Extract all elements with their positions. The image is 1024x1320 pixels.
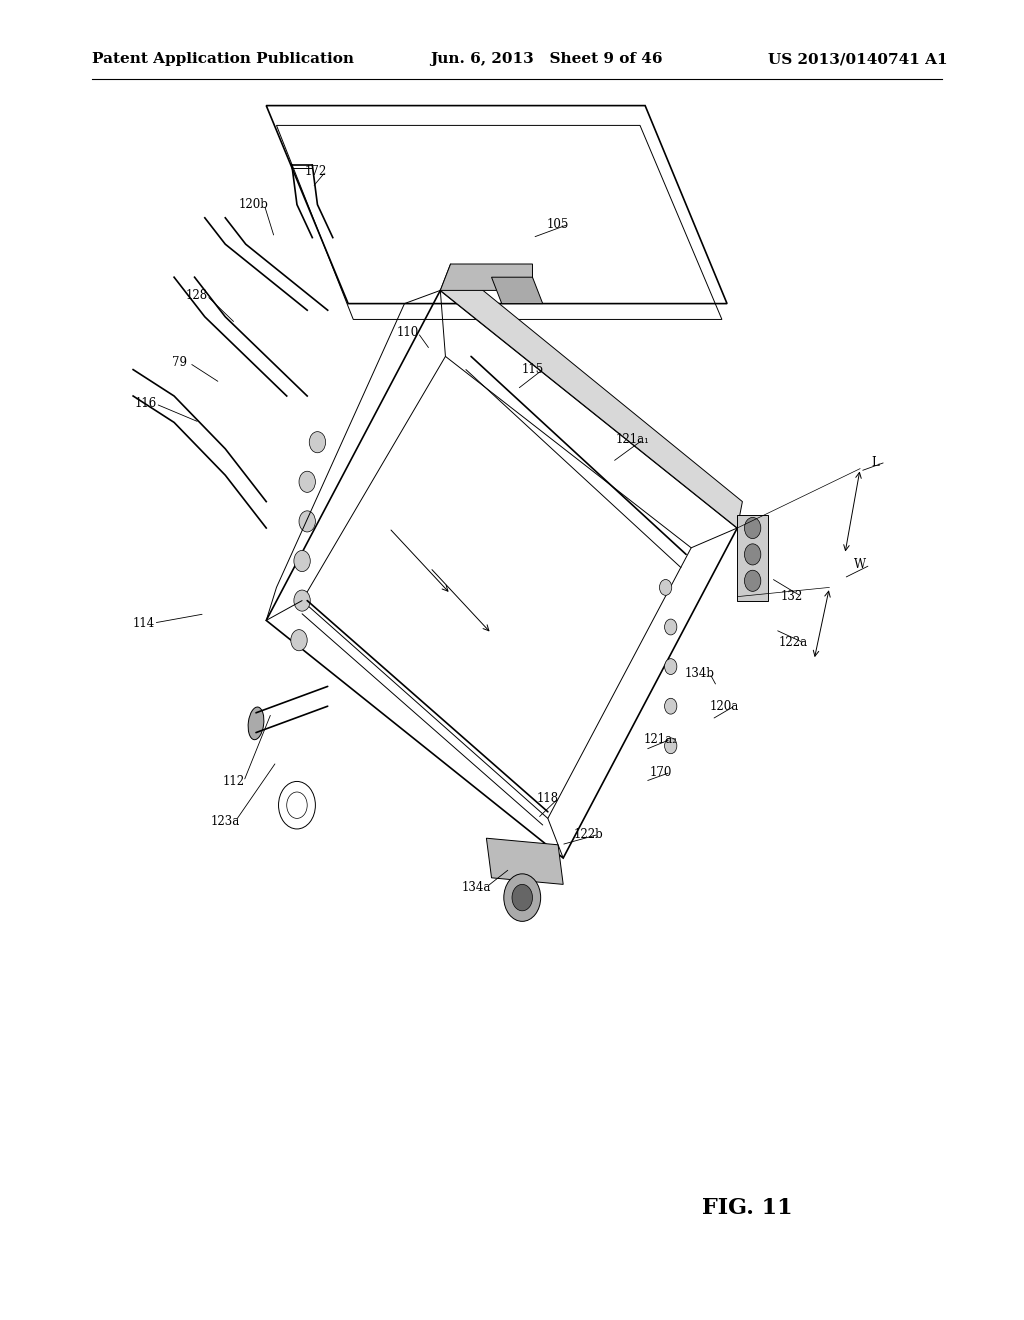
Circle shape [504, 874, 541, 921]
Circle shape [299, 511, 315, 532]
Text: 116: 116 [134, 397, 157, 411]
Circle shape [512, 884, 532, 911]
Text: Patent Application Publication: Patent Application Publication [92, 53, 354, 66]
Text: 79: 79 [172, 356, 186, 370]
Text: 105: 105 [547, 218, 569, 231]
Text: 121a₂: 121a₂ [643, 733, 678, 746]
Text: 128: 128 [185, 289, 208, 302]
Text: 122a: 122a [779, 636, 808, 649]
Circle shape [279, 781, 315, 829]
Circle shape [665, 619, 677, 635]
Text: 134b: 134b [684, 667, 715, 680]
Text: 122b: 122b [573, 828, 604, 841]
Circle shape [291, 630, 307, 651]
Text: W: W [854, 558, 866, 572]
Text: 115: 115 [521, 363, 544, 376]
Text: 172: 172 [304, 165, 327, 178]
Text: 110: 110 [396, 326, 419, 339]
Circle shape [665, 659, 677, 675]
Text: 121a₁: 121a₁ [615, 433, 650, 446]
Circle shape [309, 432, 326, 453]
Text: 132: 132 [780, 590, 803, 603]
Text: 170: 170 [649, 766, 672, 779]
Text: 120b: 120b [239, 198, 269, 211]
Circle shape [294, 590, 310, 611]
Ellipse shape [248, 708, 264, 739]
Text: 118: 118 [537, 792, 559, 805]
Text: 123a: 123a [211, 814, 240, 828]
Circle shape [744, 570, 761, 591]
Text: L: L [871, 455, 880, 469]
Circle shape [744, 517, 761, 539]
Circle shape [665, 738, 677, 754]
Polygon shape [492, 277, 543, 304]
Text: Jun. 6, 2013   Sheet 9 of 46: Jun. 6, 2013 Sheet 9 of 46 [430, 53, 663, 66]
Text: US 2013/0140741 A1: US 2013/0140741 A1 [768, 53, 947, 66]
Polygon shape [440, 264, 532, 290]
Circle shape [294, 550, 310, 572]
Text: 114: 114 [132, 616, 155, 630]
Polygon shape [440, 264, 742, 528]
Text: 120a: 120a [710, 700, 738, 713]
Text: FIG. 11: FIG. 11 [702, 1197, 793, 1218]
Circle shape [659, 579, 672, 595]
Text: 134a: 134a [462, 880, 490, 894]
Text: 112: 112 [222, 775, 245, 788]
Circle shape [299, 471, 315, 492]
Circle shape [665, 698, 677, 714]
Circle shape [744, 544, 761, 565]
Polygon shape [486, 838, 563, 884]
Polygon shape [737, 515, 768, 601]
